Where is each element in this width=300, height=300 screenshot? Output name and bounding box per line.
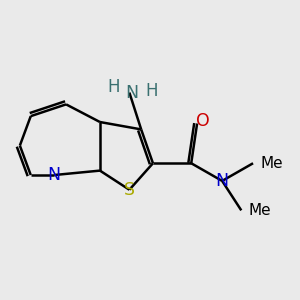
Text: H: H — [107, 78, 119, 96]
Text: O: O — [196, 112, 210, 130]
Text: N: N — [125, 84, 138, 102]
Text: Me: Me — [249, 203, 271, 218]
Text: S: S — [124, 181, 135, 199]
Text: N: N — [48, 166, 61, 184]
Text: H: H — [145, 82, 158, 100]
Text: N: N — [216, 172, 229, 190]
Text: Me: Me — [260, 156, 283, 171]
